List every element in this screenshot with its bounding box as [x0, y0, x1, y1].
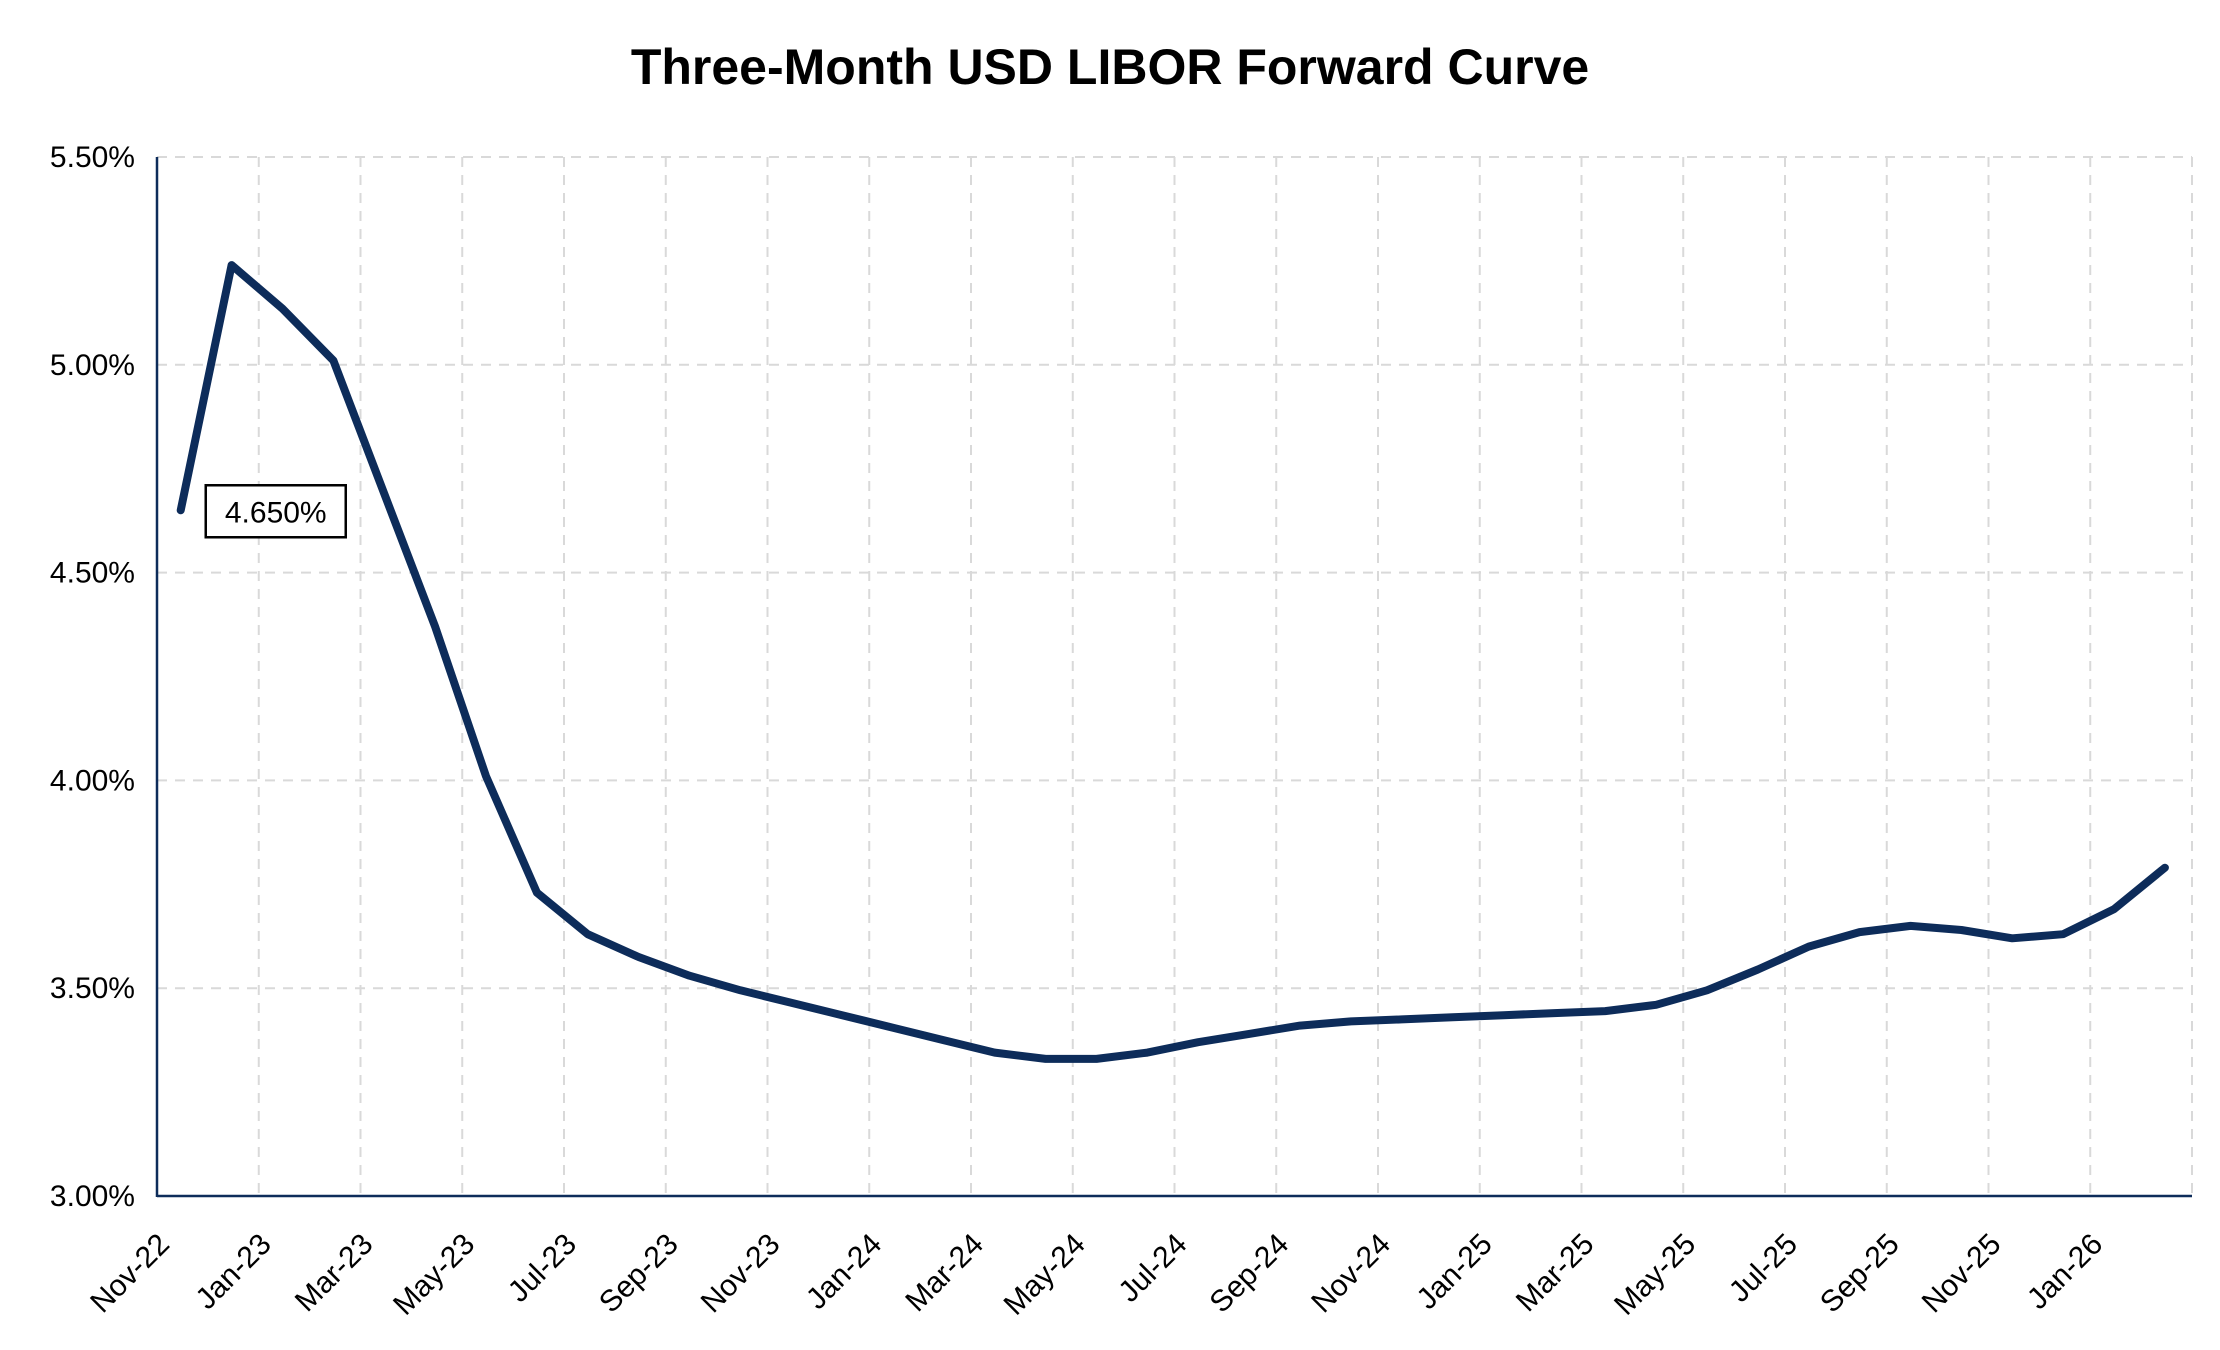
- annotations: 4.650%: [204, 484, 347, 539]
- x-tick-label: Jul-23: [502, 1228, 583, 1309]
- y-tick-label: 3.00%: [50, 1180, 135, 1213]
- x-tick-label: Sep-24: [1203, 1228, 1295, 1320]
- x-tick-label: Nov-24: [1305, 1228, 1397, 1320]
- x-tick-label: May-24: [998, 1228, 1092, 1322]
- x-tick-label: Jan-24: [800, 1228, 888, 1316]
- data-label: 4.650%: [225, 496, 327, 529]
- y-tick-labels: 3.00% 3.50% 4.00% 4.50% 5.00% 5.50%: [50, 141, 135, 1213]
- y-tick-label: 5.50%: [50, 141, 135, 174]
- x-tick-label: May-23: [387, 1228, 481, 1322]
- x-tick-label: Mar-24: [899, 1228, 990, 1319]
- x-tick-label: May-25: [1608, 1228, 1702, 1322]
- y-tick-label: 5.00%: [50, 349, 135, 382]
- x-tick-label: Mar-23: [289, 1228, 380, 1319]
- x-tick-label: Nov-25: [1916, 1228, 2008, 1320]
- x-tick-label: Jan-23: [189, 1228, 277, 1316]
- grid-lines: [157, 156, 2193, 1196]
- axes: [155, 157, 2192, 1198]
- x-tick-label: Sep-25: [1814, 1228, 1906, 1320]
- series-line: [176, 261, 2169, 1063]
- x-tick-label: Nov-23: [695, 1228, 787, 1320]
- x-tick-label: Jul-24: [1112, 1228, 1193, 1309]
- x-tick-label: Jul-25: [1723, 1228, 1804, 1309]
- y-tick-label: 4.00%: [50, 764, 135, 797]
- x-tick-label: Jan-26: [2021, 1228, 2109, 1316]
- x-tick-labels: Nov-22 Jan-23 Mar-23 May-23 Jul-23 Sep-23 Nov-…: [84, 1228, 2109, 1322]
- data-label-box: [204, 484, 347, 539]
- y-tick-label: 3.50%: [50, 972, 135, 1005]
- chart-title: Three-Month USD LIBOR Forward Curve: [630, 39, 1590, 95]
- series-layer: [176, 261, 2169, 1063]
- y-tick-label: 4.50%: [50, 557, 135, 590]
- x-tick-label: Sep-23: [593, 1228, 685, 1320]
- x-tick-label: Jan-25: [1410, 1228, 1498, 1316]
- x-tick-label: Mar-25: [1510, 1228, 1601, 1319]
- x-tick-label: Nov-22: [84, 1228, 176, 1320]
